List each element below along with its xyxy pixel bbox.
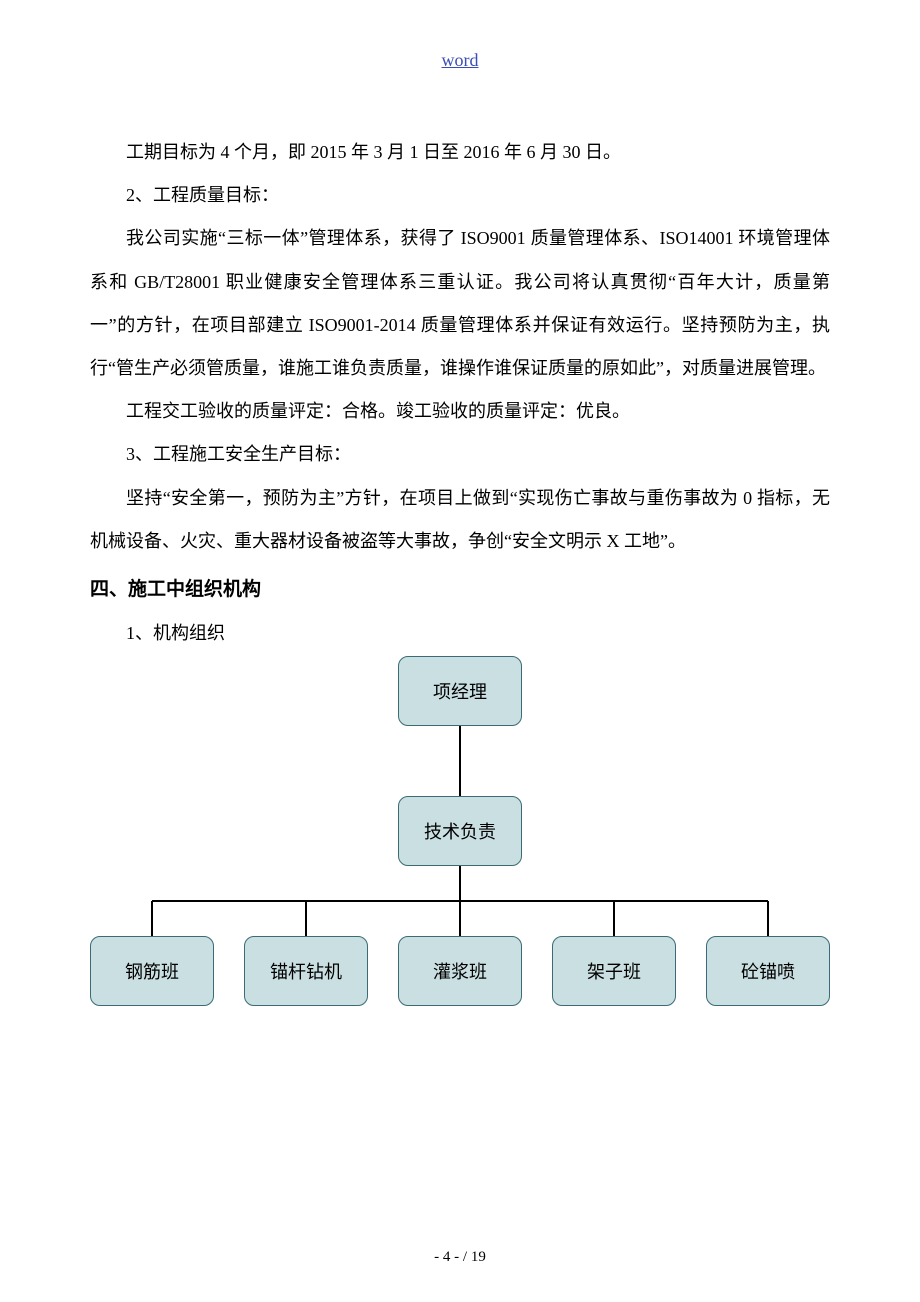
subheading-org-structure: 1、机构组织 bbox=[90, 612, 830, 655]
org-connector bbox=[151, 901, 153, 936]
paragraph-safety-body: 坚持“安全第一，预防为主”方针，在项目上做到“实现伤亡事故与重伤事故为 0 指标… bbox=[90, 477, 830, 563]
org-connector bbox=[613, 901, 615, 936]
org-node-root: 项经理 bbox=[398, 656, 522, 726]
org-node-c1: 钢筋班 bbox=[90, 936, 214, 1006]
org-chart: 项经理技术负责钢筋班锚杆钻机灌浆班架子班砼锚喷 bbox=[90, 656, 830, 1036]
subheading-safety-goal: 3、工程施工安全生产目标： bbox=[90, 433, 830, 476]
subheading-quality-goal: 2、工程质量目标： bbox=[90, 174, 830, 217]
paragraph-acceptance: 工程交工验收的质量评定：合格。竣工验收的质量评定：优良。 bbox=[90, 390, 830, 433]
page-number-sep: / bbox=[459, 1249, 471, 1265]
org-node-tech: 技术负责 bbox=[398, 796, 522, 866]
org-node-c5: 砼锚喷 bbox=[706, 936, 830, 1006]
org-connector bbox=[767, 901, 769, 936]
paragraph-quality-body: 我公司实施“三标一体”管理体系，获得了 ISO9001 质量管理体系、ISO14… bbox=[90, 217, 830, 390]
org-connector bbox=[459, 901, 461, 936]
org-node-c4: 架子班 bbox=[552, 936, 676, 1006]
page-number-total: 19 bbox=[471, 1249, 486, 1265]
org-node-c2: 锚杆钻机 bbox=[244, 936, 368, 1006]
page-number-current: - 4 - bbox=[434, 1249, 459, 1265]
paragraph-duration: 工期目标为 4 个月，即 2015 年 3 月 1 日至 2016 年 6 月 … bbox=[90, 131, 830, 174]
org-connector bbox=[305, 901, 307, 936]
org-connector bbox=[459, 866, 461, 901]
header-word-link[interactable]: word bbox=[90, 50, 830, 71]
org-node-c3: 灌浆班 bbox=[398, 936, 522, 1006]
org-connector bbox=[459, 726, 461, 796]
section-heading-org: 四、施工中组织机构 bbox=[90, 567, 830, 613]
page-footer: - 4 - / 19 bbox=[0, 1249, 920, 1266]
document-page: word 工期目标为 4 个月，即 2015 年 3 月 1 日至 2016 年… bbox=[0, 0, 920, 1076]
